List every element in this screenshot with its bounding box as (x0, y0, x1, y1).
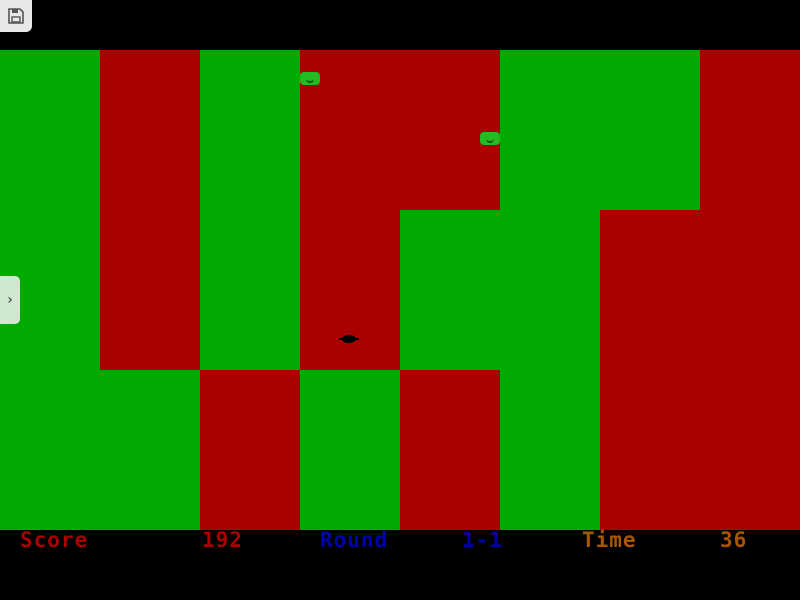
score-value: 192 (202, 528, 243, 552)
board-cell-green (300, 370, 400, 530)
score-label: Score (20, 528, 89, 552)
enemy-blob (480, 132, 500, 145)
board-cell-red (700, 50, 800, 210)
board-cell-green (600, 50, 700, 210)
chevron-right-icon: › (7, 292, 13, 308)
board-cell-red (600, 210, 700, 370)
board-cell-red (100, 210, 200, 370)
time-label: Time (582, 528, 637, 552)
board-cell-red (400, 50, 500, 210)
status-bar: Score 192 Round 1-1 Time 36 (0, 528, 800, 552)
board-cell-green (500, 210, 600, 370)
board-cell-red (200, 370, 300, 530)
board-cell-green (100, 370, 200, 530)
board-cell-red (400, 370, 500, 530)
board-cell-red (300, 210, 400, 370)
board-cell-green (200, 210, 300, 370)
board-cell-green (500, 50, 600, 210)
board-cell-green (0, 370, 100, 530)
board-cell-green (200, 50, 300, 210)
board-cell-green (400, 210, 500, 370)
player-bug (339, 335, 359, 343)
round-value: 1-1 (462, 528, 503, 552)
time-value: 36 (720, 528, 748, 552)
game-board (0, 50, 800, 530)
board-cell-red (600, 370, 700, 530)
round-label: Round (320, 528, 389, 552)
enemy-blob (300, 72, 320, 85)
board-cell-red (700, 210, 800, 370)
board-cell-green (0, 50, 100, 210)
sidebar-toggle[interactable]: › (0, 276, 20, 324)
save-button[interactable] (0, 0, 32, 32)
board-cell-red (100, 50, 200, 210)
board-cell-green (500, 370, 600, 530)
floppy-disk-icon (8, 8, 24, 24)
board-cell-red (700, 370, 800, 530)
